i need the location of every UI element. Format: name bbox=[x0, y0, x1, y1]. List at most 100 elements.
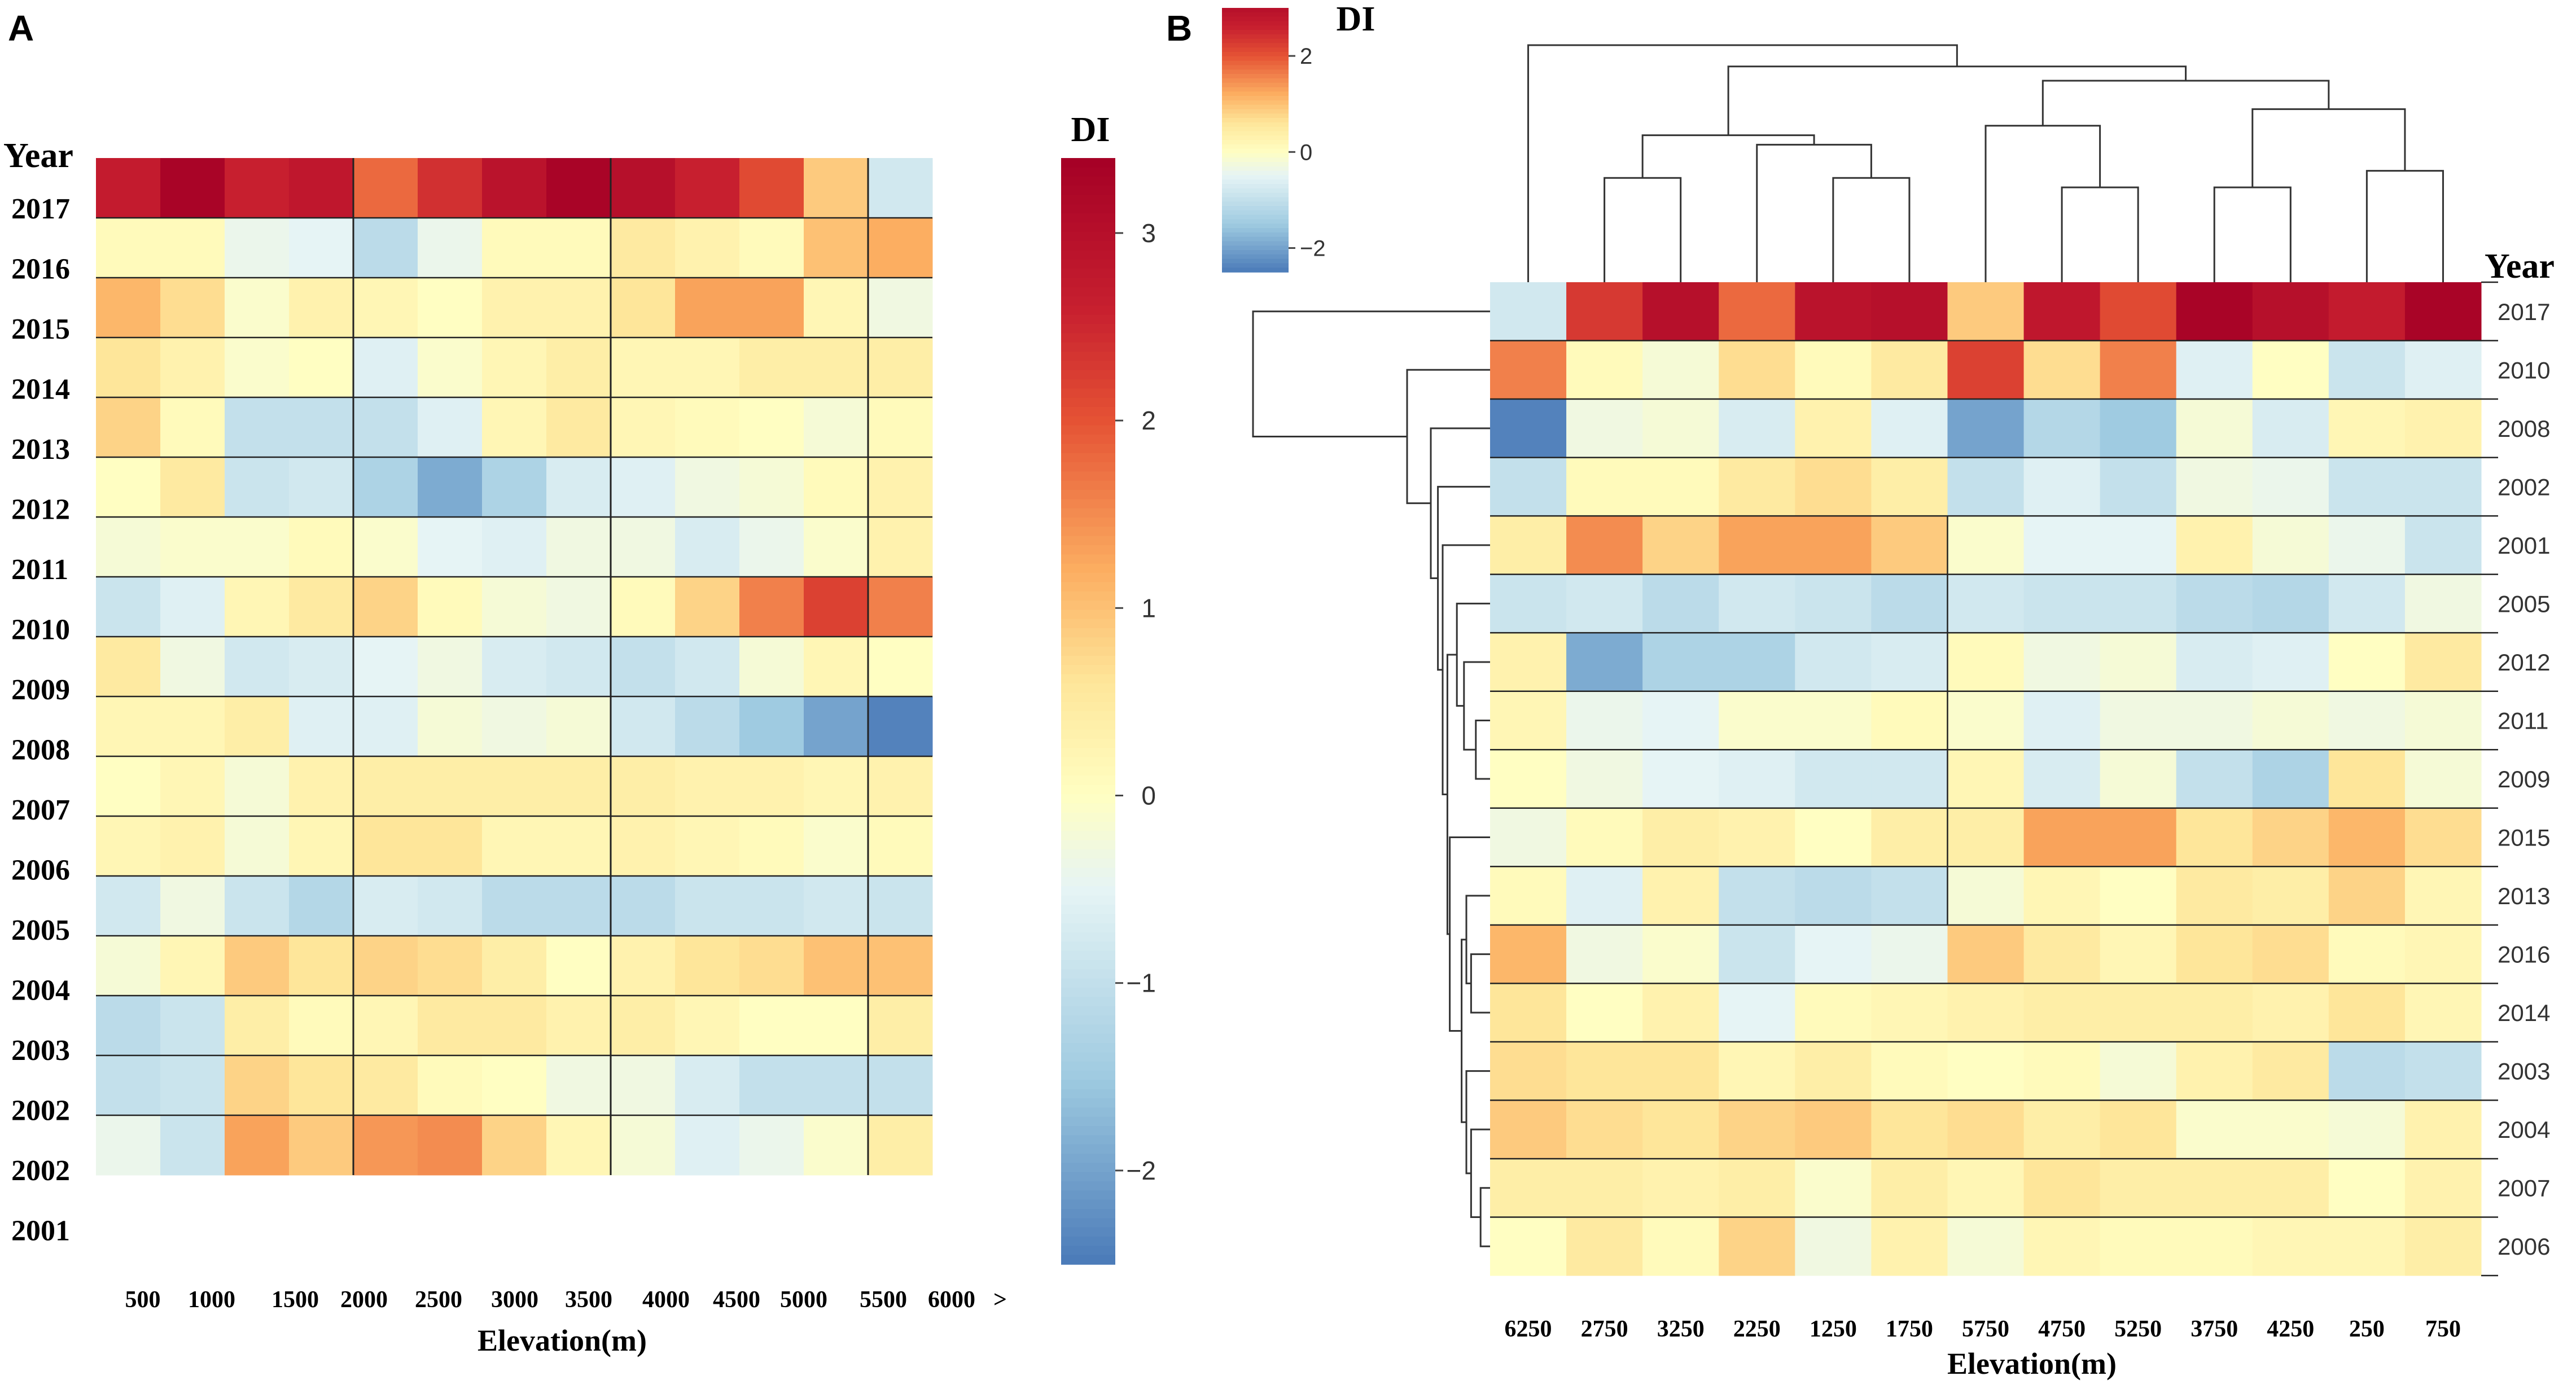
colorbar-a-segment bbox=[1061, 637, 1115, 647]
colorbar-b-segment bbox=[1222, 140, 1289, 145]
heatmap-cell-a-r1-c3 bbox=[289, 218, 354, 278]
dendrogram-branch bbox=[2251, 108, 2406, 187]
heatmap-cell-b-r13-c7 bbox=[2023, 1041, 2101, 1101]
colorbar-a-segment bbox=[1061, 186, 1115, 196]
heatmap-cell-a-r3-c9 bbox=[675, 338, 740, 398]
column-label-b: 2750 bbox=[1581, 1316, 1628, 1342]
heatmap-cell-a-r7-c3 bbox=[289, 577, 354, 637]
heatmap-cell-a-r0-c12 bbox=[868, 158, 933, 218]
heatmap-cell-b-r15-c2 bbox=[1642, 1158, 1719, 1217]
heatmap-cell-b-r5-c9 bbox=[2176, 574, 2253, 633]
heatmap-cell-a-r2-c12 bbox=[868, 278, 933, 338]
row-label-a: 2010 bbox=[11, 614, 70, 646]
heatmap-cell-b-r1-c9 bbox=[2176, 340, 2253, 400]
heatmap-cell-a-r12-c10 bbox=[739, 876, 804, 936]
colorbar-a-segment bbox=[1061, 665, 1115, 675]
heatmap-cell-a-r2-c3 bbox=[289, 278, 354, 338]
heatmap-cell-a-r6-c5 bbox=[418, 517, 483, 577]
heatmap-cell-a-r5-c11 bbox=[804, 457, 869, 518]
colorbar-a-segment bbox=[1061, 757, 1115, 767]
heatmap-cell-b-r16-c2 bbox=[1642, 1217, 1719, 1276]
colorbar-a-segment bbox=[1061, 407, 1115, 417]
colorbar-a-segment bbox=[1061, 628, 1115, 638]
colorbar-a-segment bbox=[1061, 314, 1115, 325]
colorbar-a-segment bbox=[1061, 1015, 1115, 1026]
heatmap-cell-b-r5-c12 bbox=[2404, 574, 2482, 633]
row-label-b: 2017 bbox=[2498, 299, 2550, 325]
heatmap-cell-a-r5-c2 bbox=[225, 457, 290, 518]
heatmap-cell-b-r3-c0 bbox=[1490, 457, 1567, 516]
heatmap-cell-b-r1-c4 bbox=[1795, 340, 1872, 400]
heatmap-cell-a-r5-c4 bbox=[353, 457, 418, 518]
heatmap-cell-a-r12-c3 bbox=[289, 876, 354, 936]
heatmap-cell-a-r15-c7 bbox=[546, 1055, 611, 1116]
panel-a-colorbar: 3 2 1 0 −1 −2 bbox=[1061, 158, 1156, 1265]
heatmap-cell-b-r2-c6 bbox=[1947, 399, 2025, 458]
heatmap-cell-a-r4-c9 bbox=[675, 397, 740, 458]
heatmap-cell-a-r7-c6 bbox=[482, 577, 547, 637]
heatmap-cell-a-r1-c7 bbox=[546, 218, 611, 278]
colorbar-a-segment bbox=[1061, 296, 1115, 306]
colorbar-a-segment bbox=[1061, 1246, 1115, 1256]
heatmap-cell-a-r0-c11 bbox=[804, 158, 869, 218]
heatmap-cell-b-r12-c6 bbox=[1947, 983, 2025, 1042]
colorbar-a-segment bbox=[1061, 1237, 1115, 1247]
row-label-a: 2007 bbox=[11, 794, 70, 826]
heatmap-cell-a-r16-c9 bbox=[675, 1115, 740, 1176]
colorbar-b-segment bbox=[1222, 246, 1289, 251]
heatmap-cell-a-r7-c1 bbox=[160, 577, 225, 637]
colorbar-a-segment bbox=[1061, 978, 1115, 988]
colorbar-a-segment bbox=[1061, 674, 1115, 684]
colorbar-a-segment bbox=[1061, 342, 1115, 352]
heatmap-cell-b-r4-c7 bbox=[2023, 516, 2101, 575]
colorbar-a-segment bbox=[1061, 895, 1115, 905]
heatmap-cell-b-r1-c5 bbox=[1871, 340, 1948, 400]
dendrogram-branch bbox=[1449, 836, 1490, 1032]
heatmap-cell-b-r10-c0 bbox=[1490, 866, 1567, 926]
dendrogram-branch bbox=[1475, 719, 1490, 780]
dendrogram-branch bbox=[1727, 65, 2187, 135]
colorbar-a-segment bbox=[1061, 397, 1115, 408]
colorbar-a-segment bbox=[1061, 518, 1115, 528]
heatmap-cell-b-r16-c7 bbox=[2023, 1217, 2101, 1276]
heatmap-cell-b-r8-c7 bbox=[2023, 750, 2101, 809]
heatmap-cell-b-r8-c12 bbox=[2404, 750, 2482, 809]
heatmap-cell-b-r6-c4 bbox=[1795, 633, 1872, 692]
colorbar-a-segment bbox=[1061, 693, 1115, 703]
heatmap-cell-b-r6-c7 bbox=[2023, 633, 2101, 692]
colorbar-a-segment bbox=[1061, 204, 1115, 214]
heatmap-cell-b-r7-c12 bbox=[2404, 691, 2482, 750]
heatmap-cell-a-r6-c9 bbox=[675, 517, 740, 577]
heatmap-cell-a-r14-c7 bbox=[546, 996, 611, 1056]
heatmap-cell-b-r10-c8 bbox=[2100, 866, 2177, 926]
heatmap-cell-a-r15-c6 bbox=[482, 1055, 547, 1116]
heatmap-cell-a-r15-c1 bbox=[160, 1055, 225, 1116]
heatmap-cell-a-r2-c6 bbox=[482, 278, 547, 338]
heatmap-cell-b-r4-c1 bbox=[1566, 516, 1643, 575]
dendrogram-branch bbox=[1463, 661, 1490, 751]
heatmap-cell-b-r14-c12 bbox=[2404, 1100, 2482, 1159]
heatmap-cell-a-r16-c4 bbox=[353, 1115, 418, 1176]
heatmap-cell-b-r2-c3 bbox=[1719, 399, 1795, 458]
dendrogram-branch bbox=[1442, 544, 1490, 795]
heatmap-cell-b-r11-c2 bbox=[1642, 924, 1719, 984]
heatmap-cell-a-r8-c10 bbox=[739, 637, 804, 697]
dendrogram-branch bbox=[2213, 186, 2292, 282]
heatmap-cell-a-r5-c10 bbox=[739, 457, 804, 518]
heatmap-cell-b-r3-c12 bbox=[2404, 457, 2482, 516]
heatmap-cell-b-r12-c12 bbox=[2404, 983, 2482, 1042]
heatmap-cell-a-r0-c8 bbox=[611, 158, 676, 218]
heatmap-cell-a-r15-c8 bbox=[611, 1055, 676, 1116]
colorbar-a-segment bbox=[1061, 1190, 1115, 1200]
heatmap-cell-a-r0-c4 bbox=[353, 158, 418, 218]
colorbar-a-segment bbox=[1061, 591, 1115, 601]
heatmap-cell-a-r1-c5 bbox=[418, 218, 483, 278]
heatmap-cell-b-r0-c8 bbox=[2100, 282, 2177, 341]
heatmap-cell-b-r2-c10 bbox=[2252, 399, 2329, 458]
heatmap-cell-a-r4-c3 bbox=[289, 397, 354, 458]
heatmap-cell-a-r6-c4 bbox=[353, 517, 418, 577]
panel-b-letter: B bbox=[1166, 8, 1192, 49]
heatmap-cell-a-r16-c0 bbox=[96, 1115, 161, 1176]
heatmap-cell-a-r12-c5 bbox=[418, 876, 483, 936]
colorbar-a-segment bbox=[1061, 729, 1115, 739]
